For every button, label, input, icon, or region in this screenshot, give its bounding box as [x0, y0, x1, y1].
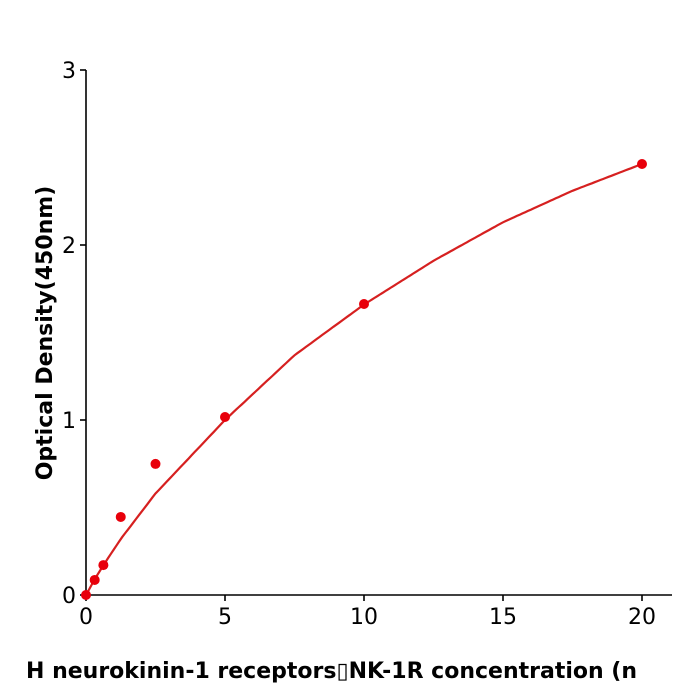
- data-point: [89, 574, 100, 585]
- y-tick-label: 2: [62, 234, 76, 259]
- y-axis-title: Optical Density(450nm): [33, 186, 58, 481]
- y-tick-label: 3: [62, 59, 76, 84]
- data-point: [115, 511, 126, 522]
- x-ticks: 0 5 10 15 20: [79, 595, 656, 630]
- data-points: [81, 158, 647, 600]
- y-tick-label: 0: [62, 584, 76, 609]
- x-tick-label: 0: [79, 605, 93, 630]
- y-ticks: 0 1 2 3: [62, 59, 86, 609]
- fitted-curve-line: [85, 162, 643, 596]
- data-point: [637, 158, 647, 169]
- data-point: [98, 560, 109, 571]
- y-tick-label: 1: [62, 409, 76, 434]
- x-axis-title: H neurokinin-1 receptors▯NK-1R concentra…: [26, 659, 637, 684]
- data-point: [220, 412, 230, 423]
- x-tick-label: 20: [628, 605, 656, 630]
- data-point: [150, 458, 161, 469]
- data-point: [359, 298, 369, 309]
- x-tick-label: 10: [350, 605, 378, 630]
- data-point: [81, 590, 91, 600]
- x-tick-label: 15: [489, 605, 517, 630]
- x-tick-label: 5: [218, 605, 232, 630]
- fitted-curve: [85, 162, 643, 596]
